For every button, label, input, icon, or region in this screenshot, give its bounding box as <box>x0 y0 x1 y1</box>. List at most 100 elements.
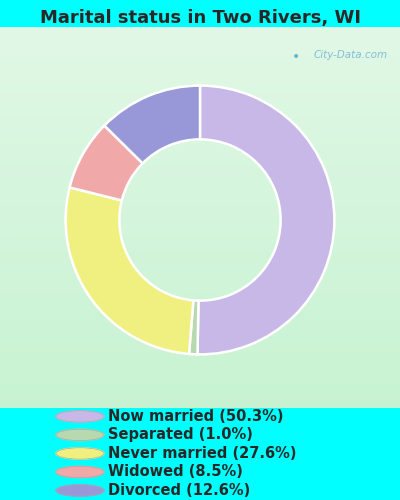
Bar <box>0 337 400 339</box>
Bar <box>0 77 400 79</box>
Bar <box>0 46 400 48</box>
Bar <box>0 151 400 153</box>
Wedge shape <box>189 300 198 354</box>
Bar <box>0 200 400 202</box>
Bar <box>0 360 400 362</box>
Bar <box>0 30 400 32</box>
Bar <box>0 92 400 94</box>
Bar <box>0 362 400 364</box>
Bar <box>0 28 400 30</box>
Bar <box>0 402 400 404</box>
Text: Separated (1.0%): Separated (1.0%) <box>108 428 253 442</box>
Bar <box>0 392 400 394</box>
Bar <box>0 33 400 35</box>
Bar <box>0 182 400 184</box>
Bar <box>0 75 400 77</box>
Bar <box>0 343 400 345</box>
Bar <box>0 234 400 236</box>
Bar <box>0 290 400 292</box>
Bar <box>0 384 400 386</box>
Bar <box>0 372 400 374</box>
Bar <box>0 320 400 322</box>
Bar <box>0 196 400 198</box>
Bar <box>0 84 400 86</box>
Bar <box>0 398 400 400</box>
Bar <box>0 316 400 318</box>
Circle shape <box>56 466 104 477</box>
Bar <box>0 258 400 260</box>
Bar <box>0 191 400 193</box>
Bar <box>0 248 400 250</box>
Bar <box>0 52 400 54</box>
Bar <box>0 341 400 343</box>
Wedge shape <box>70 126 143 200</box>
Bar <box>0 138 400 140</box>
Bar <box>0 383 400 384</box>
Bar <box>0 104 400 106</box>
Bar <box>0 170 400 172</box>
Bar <box>0 404 400 406</box>
Text: •: • <box>292 50 300 64</box>
Bar <box>0 164 400 166</box>
Bar <box>0 120 400 122</box>
Bar <box>0 242 400 244</box>
Bar <box>0 189 400 191</box>
Bar <box>0 232 400 234</box>
Bar <box>0 282 400 284</box>
Bar <box>0 41 400 42</box>
Bar <box>0 88 400 90</box>
Wedge shape <box>104 86 200 164</box>
Bar <box>0 208 400 210</box>
Bar <box>0 225 400 227</box>
Bar <box>0 144 400 146</box>
Bar <box>0 149 400 151</box>
Bar <box>0 71 400 73</box>
Bar <box>0 185 400 187</box>
Bar <box>0 332 400 334</box>
Bar <box>0 318 400 320</box>
Bar <box>0 142 400 144</box>
Bar <box>0 70 400 71</box>
Bar <box>0 370 400 372</box>
Bar <box>0 218 400 220</box>
Bar <box>0 222 400 223</box>
Text: Now married (50.3%): Now married (50.3%) <box>108 409 284 424</box>
Bar <box>0 381 400 383</box>
Bar <box>0 280 400 282</box>
Bar <box>0 263 400 265</box>
Bar <box>0 162 400 164</box>
Bar <box>0 288 400 290</box>
Bar <box>0 102 400 103</box>
Bar <box>0 212 400 214</box>
Bar <box>0 330 400 332</box>
Bar <box>0 113 400 115</box>
Bar <box>0 60 400 62</box>
Bar <box>0 374 400 375</box>
Bar <box>0 174 400 176</box>
Bar <box>0 32 400 33</box>
Bar <box>0 126 400 128</box>
Bar <box>0 265 400 267</box>
Bar <box>0 79 400 80</box>
Bar <box>0 180 400 182</box>
Wedge shape <box>66 188 194 354</box>
Bar <box>0 303 400 305</box>
Bar <box>0 82 400 84</box>
Bar <box>0 62 400 64</box>
Bar <box>0 310 400 312</box>
Bar <box>0 58 400 60</box>
Bar <box>0 396 400 398</box>
Bar <box>0 250 400 252</box>
Bar <box>0 299 400 301</box>
Bar <box>0 156 400 158</box>
Bar <box>0 210 400 212</box>
Text: City-Data.com: City-Data.com <box>314 50 388 60</box>
Bar <box>0 346 400 348</box>
Circle shape <box>56 410 104 422</box>
Bar <box>0 146 400 147</box>
Bar <box>0 379 400 381</box>
Bar <box>0 336 400 337</box>
Bar <box>0 348 400 350</box>
Bar <box>0 73 400 75</box>
Bar <box>0 90 400 92</box>
